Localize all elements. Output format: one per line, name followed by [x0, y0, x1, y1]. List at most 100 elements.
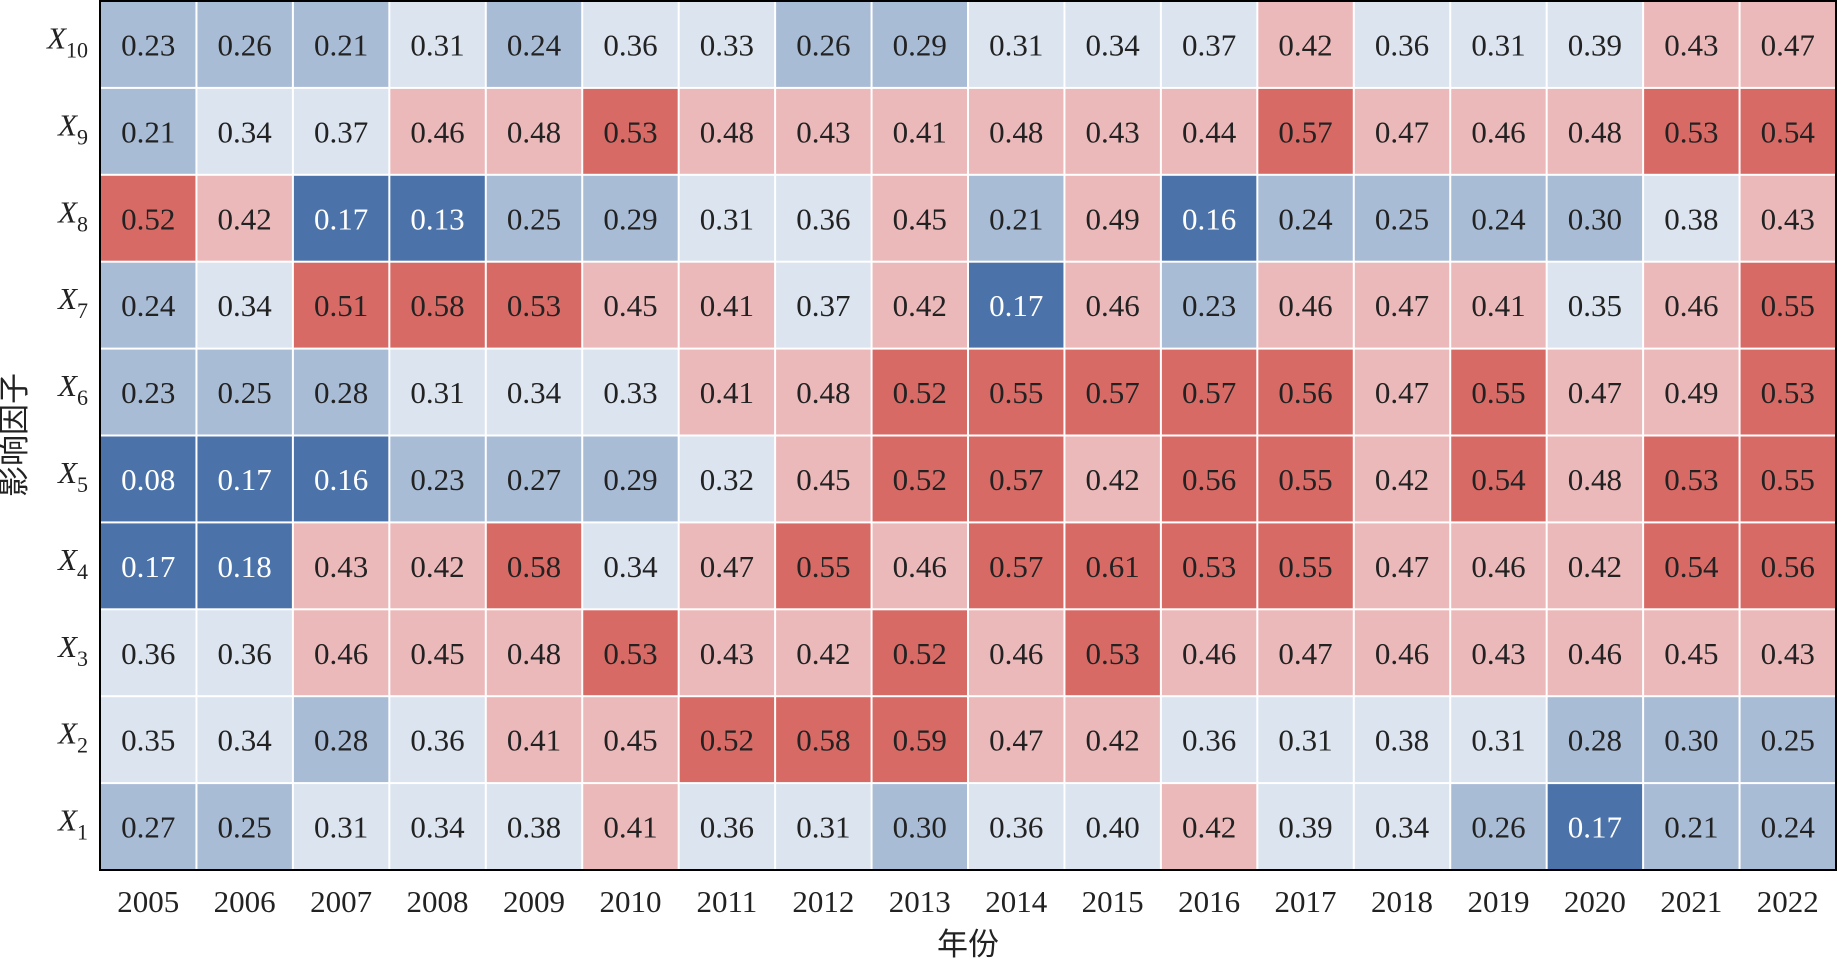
- heatmap-cell: [1547, 523, 1643, 609]
- cell-value-label: 0.31: [1471, 723, 1525, 758]
- cell-value-label: 0.58: [507, 549, 561, 584]
- y-tick-label: X7: [56, 281, 88, 323]
- heatmap-cell: [1258, 697, 1353, 783]
- heatmap-cell: [101, 523, 196, 609]
- cell-value-label: 0.42: [218, 201, 272, 236]
- cell-value-label: 0.31: [989, 27, 1043, 62]
- cell-value-label: 0.17: [314, 201, 368, 236]
- cell-value-label: 0.55: [1278, 462, 1332, 497]
- cell-value-label: 0.57: [1086, 375, 1140, 410]
- cell-value-label: 0.57: [1278, 114, 1332, 149]
- heatmap-cell: [969, 436, 1064, 522]
- heatmap-cell: [390, 610, 485, 696]
- heatmap-cell: [1451, 262, 1546, 348]
- heatmap-cell: [1644, 523, 1739, 609]
- cell-value-label: 0.40: [1086, 810, 1140, 845]
- cell-value-label: 0.42: [1375, 462, 1429, 497]
- cell-value-label: 0.45: [1664, 636, 1718, 671]
- heatmap-cell: [1161, 784, 1257, 869]
- heatmap-cell: [101, 784, 196, 869]
- heatmap-cell: [776, 2, 871, 87]
- cell-value-label: 0.23: [1182, 288, 1236, 323]
- x-tick-label: 2007: [310, 884, 372, 919]
- heatmap-cell: [390, 784, 485, 869]
- cell-value-label: 0.55: [796, 549, 850, 584]
- heatmap-cell: [101, 610, 196, 696]
- cell-value-label: 0.53: [1664, 114, 1718, 149]
- cell-value-label: 0.38: [1375, 723, 1429, 758]
- cell-value-label: 0.43: [314, 549, 368, 584]
- cell-value-label: 0.37: [314, 114, 368, 149]
- heatmap-cell: [293, 262, 389, 348]
- heatmap-cell: [1354, 262, 1450, 348]
- heatmap-cell: [1065, 88, 1160, 174]
- x-tick-label: 2011: [696, 884, 757, 919]
- heatmap-cell: [776, 610, 871, 696]
- cell-value-label: 0.31: [410, 375, 464, 410]
- heatmap-cell: [583, 697, 678, 783]
- cell-value-label: 0.36: [218, 636, 272, 671]
- x-axis-label: 年份: [937, 927, 999, 962]
- heatmap-cell: [776, 784, 871, 869]
- cell-value-label: 0.41: [700, 375, 754, 410]
- heatmap-cell: [583, 523, 678, 609]
- cell-value-label: 0.45: [603, 288, 657, 323]
- heatmap-cell: [1451, 436, 1546, 522]
- heatmap-cell: [583, 436, 678, 522]
- cell-value-label: 0.25: [1761, 723, 1815, 758]
- heatmap-cell: [1354, 784, 1450, 869]
- cell-value-label: 0.36: [121, 636, 175, 671]
- cell-value-label: 0.34: [218, 114, 273, 149]
- heatmap-cell: [872, 262, 967, 348]
- cell-value-label: 0.35: [1568, 288, 1622, 323]
- cell-value-label: 0.30: [1664, 723, 1718, 758]
- heatmap-cell: [486, 349, 582, 435]
- cell-value-label: 0.29: [603, 201, 657, 236]
- cell-value-label: 0.57: [1182, 375, 1236, 410]
- heatmap-cell: [197, 523, 292, 609]
- cell-value-label: 0.53: [1761, 375, 1815, 410]
- cell-value-label: 0.42: [410, 549, 464, 584]
- cell-value-label: 0.24: [121, 288, 176, 323]
- heatmap-cell: [1161, 175, 1257, 261]
- cell-value-label: 0.31: [1471, 27, 1525, 62]
- x-tick-label: 2015: [1082, 884, 1144, 919]
- cell-value-label: 0.56: [1761, 549, 1815, 584]
- cell-value-label: 0.51: [314, 288, 368, 323]
- heatmap-cell: [197, 784, 292, 869]
- heatmap-cell: [390, 88, 485, 174]
- cell-value-label: 0.57: [989, 462, 1043, 497]
- cell-value-label: 0.31: [700, 201, 754, 236]
- heatmap-cell: [872, 175, 967, 261]
- cell-value-label: 0.46: [1182, 636, 1236, 671]
- heatmap-cell: [197, 697, 292, 783]
- cell-value-label: 0.24: [507, 27, 562, 62]
- cell-value-label: 0.53: [1086, 636, 1140, 671]
- heatmap-cell: [969, 784, 1064, 869]
- heatmap-cell: [969, 262, 1064, 348]
- y-tick-labels: X10 X9 X8 X7 X6 X5 X4 X3 X2 X1: [45, 20, 88, 844]
- cell-value-label: 0.43: [700, 636, 754, 671]
- cell-value-label: 0.49: [1664, 375, 1718, 410]
- heatmap-cell: [1547, 2, 1643, 87]
- x-tick-label: 2022: [1757, 884, 1819, 919]
- heatmap-cell: [583, 784, 678, 869]
- heatmap-cell: [1065, 175, 1160, 261]
- heatmap-cell: [1065, 262, 1160, 348]
- heatmap-cell: [776, 436, 871, 522]
- heatmap-cell: [293, 88, 389, 174]
- cell-value-label: 0.52: [121, 201, 175, 236]
- cell-value-label: 0.21: [314, 27, 368, 62]
- heatmap-cell: [583, 349, 678, 435]
- y-tick-label: X2: [56, 716, 88, 758]
- heatmap-cell: [197, 88, 292, 174]
- cell-value-label: 0.41: [603, 810, 657, 845]
- cell-value-label: 0.45: [796, 462, 850, 497]
- cell-value-label: 0.29: [893, 27, 947, 62]
- heatmap-cell: [486, 610, 582, 696]
- heatmap-cell: [872, 697, 967, 783]
- heatmap-cell: [679, 697, 775, 783]
- heatmap-cell: [1065, 349, 1160, 435]
- cell-value-label: 0.52: [893, 375, 947, 410]
- cell-value-label: 0.36: [410, 723, 464, 758]
